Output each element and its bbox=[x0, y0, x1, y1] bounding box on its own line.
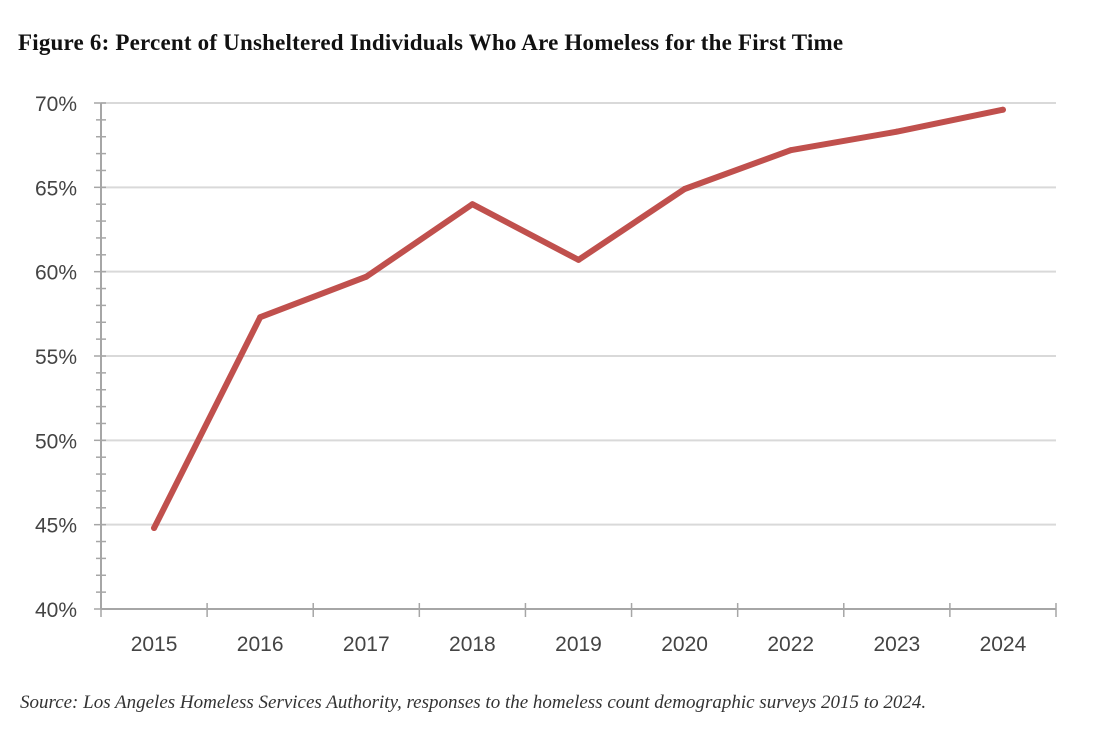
series bbox=[151, 106, 1006, 532]
x-tick-label-2018: 2018 bbox=[449, 633, 496, 656]
y-tick-label-70%: 70% bbox=[35, 93, 77, 116]
data-point-2015 bbox=[151, 525, 158, 532]
y-tick-label-40%: 40% bbox=[35, 599, 77, 622]
data-point-2024 bbox=[999, 106, 1006, 113]
y-tick-label-55%: 55% bbox=[35, 346, 77, 369]
data-point-2022 bbox=[787, 147, 794, 154]
x-tick-label-2023: 2023 bbox=[873, 633, 920, 656]
x-tick-label-2022: 2022 bbox=[767, 633, 814, 656]
x-tick-label-2019: 2019 bbox=[555, 633, 602, 656]
chart-source: Source: Los Angeles Homeless Services Au… bbox=[20, 692, 927, 713]
data-point-2020 bbox=[681, 186, 688, 193]
x-tick-label-2020: 2020 bbox=[661, 633, 708, 656]
y-tick-label-45%: 45% bbox=[35, 515, 77, 538]
data-point-2023 bbox=[893, 128, 900, 135]
data-point-2019 bbox=[575, 256, 582, 263]
axes bbox=[94, 102, 1057, 617]
x-tick-label-2015: 2015 bbox=[131, 633, 178, 656]
line-chart: 40%45%50%55%60%65%70% 2015 2016 2017 2018 20… bbox=[35, 93, 1057, 656]
x-tick-label-2017: 2017 bbox=[343, 633, 390, 656]
series-line bbox=[151, 106, 1006, 531]
x-tick-label-2016: 2016 bbox=[237, 633, 284, 656]
y-tick-label-65%: 65% bbox=[35, 177, 77, 200]
y-tick-label-60%: 60% bbox=[35, 262, 77, 285]
x-axis-labels: 2015 2016 2017 2018 2019 2020 2022 2023 2024 bbox=[131, 633, 1027, 656]
data-point-2017 bbox=[363, 273, 370, 280]
data-point-2018 bbox=[469, 201, 476, 208]
chart-title: Figure 6: Percent of Unsheltered Individ… bbox=[18, 30, 844, 55]
y-tick-label-50%: 50% bbox=[35, 430, 77, 453]
data-point-2016 bbox=[257, 314, 264, 321]
gridlines bbox=[101, 102, 1056, 526]
x-tick-label-2024: 2024 bbox=[980, 633, 1027, 656]
y-axis-labels: 40% 45% 50% 55% 60% 65% 70% bbox=[35, 93, 77, 622]
